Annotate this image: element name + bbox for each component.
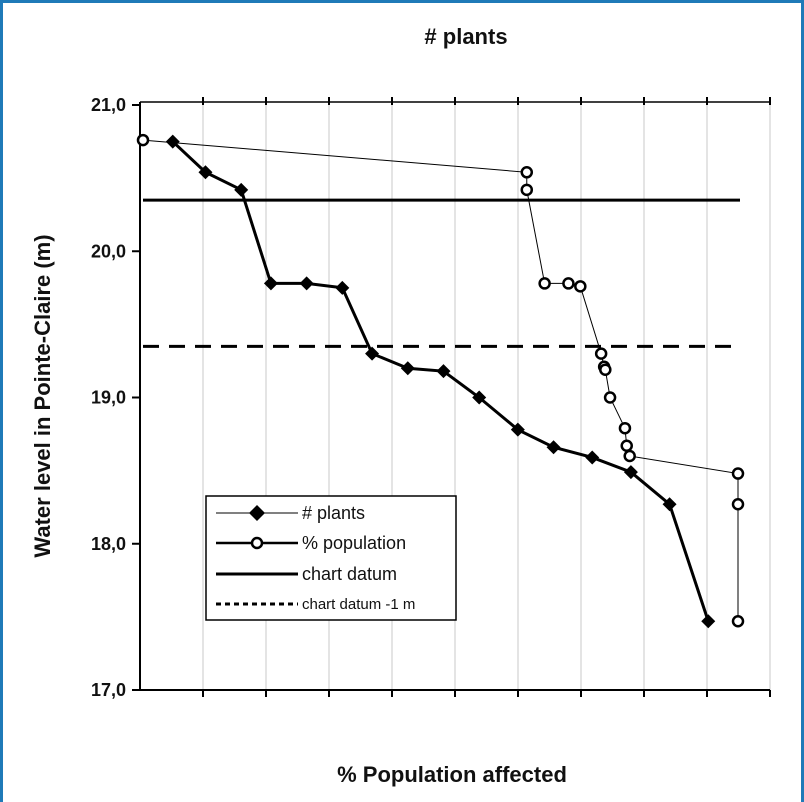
population-point-marker <box>599 363 612 376</box>
plants-point-marker <box>436 364 451 379</box>
population-point-marker <box>520 183 534 197</box>
plants-point-marker <box>365 346 380 361</box>
plants-point-marker <box>400 361 415 376</box>
plants-point-marker <box>299 276 314 291</box>
data-series <box>136 133 745 629</box>
population-point-marker <box>731 467 745 480</box>
x-axis-ticks <box>140 97 771 697</box>
plants-point-marker <box>472 390 487 405</box>
population-point-marker <box>562 277 575 290</box>
plants-point-marker <box>263 276 278 291</box>
y-tick-label: 20,0 <box>91 241 126 261</box>
legend-diamond-marker <box>249 505 265 521</box>
y-axis-ticks: 21,0 20,0 19,0 18,0 17,0 <box>91 95 140 700</box>
plants-point-marker <box>585 450 600 465</box>
y-tick-label: 18,0 <box>91 534 126 554</box>
plants-point-marker <box>198 165 213 180</box>
y-tick-label: 21,0 <box>91 95 126 115</box>
plants-series-line <box>171 140 710 622</box>
population-point-marker <box>538 277 551 290</box>
population-point-marker <box>731 615 745 628</box>
population-point-marker <box>603 391 617 404</box>
plants-point-marker <box>546 440 561 455</box>
plants-point-marker <box>662 497 677 512</box>
population-point-marker <box>574 280 587 293</box>
legend-label-population: % population <box>302 533 406 553</box>
chart-title: # plants <box>424 24 507 49</box>
y-axis-label: Water level in Pointe-Claire (m) <box>30 234 55 557</box>
plants-point-marker <box>165 134 180 149</box>
population-point-marker <box>620 439 633 453</box>
legend-label-datum: chart datum <box>302 564 397 584</box>
plants-point-marker <box>234 182 249 197</box>
population-point-marker <box>594 347 608 360</box>
population-point-marker <box>731 498 745 511</box>
legend-box <box>205 495 457 621</box>
population-point-marker <box>136 133 150 147</box>
population-point-marker <box>618 421 632 435</box>
plants-point-marker <box>623 465 638 480</box>
datum-lines <box>143 198 740 348</box>
legend-label-plants: # plants <box>302 503 365 523</box>
legend-label-datum-minus-1: chart datum -1 m <box>302 596 415 613</box>
plants-point-marker <box>335 280 350 295</box>
population-point-marker <box>520 166 534 179</box>
x-axis-label: % Population affected <box>337 762 567 787</box>
plants-point-marker <box>510 422 525 437</box>
legend: # plants % population chart datum chart … <box>205 495 457 621</box>
legend-circle-marker <box>250 536 264 550</box>
y-tick-label: 19,0 <box>91 388 126 408</box>
y-tick-label: 17,0 <box>91 680 126 700</box>
plants-point-marker <box>701 614 716 629</box>
population-point-marker <box>623 449 636 463</box>
